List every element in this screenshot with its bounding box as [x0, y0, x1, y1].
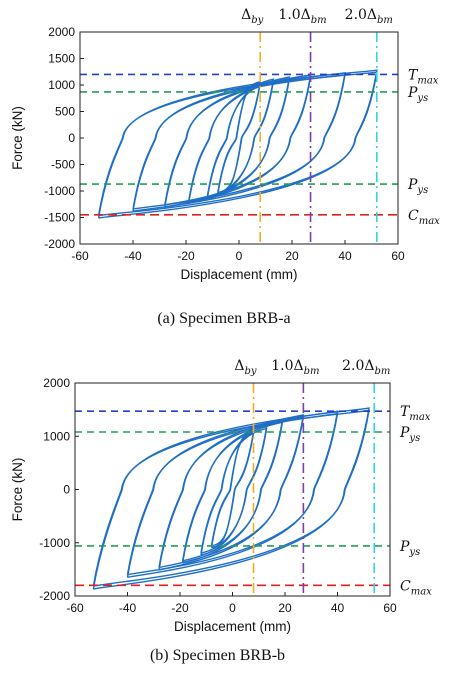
y-tick-label: 1000: [48, 78, 75, 92]
y-tick-label: -1000: [39, 536, 70, 550]
hysteresis-cycle: [158, 416, 305, 569]
y-tick-label: 2000: [48, 25, 75, 39]
ref-label: Cmax: [408, 208, 440, 227]
x-tick-label: -40: [124, 249, 142, 263]
ref-label: 1.0Δbm: [271, 358, 319, 377]
axis-ticks: -60 -40 -20 0 20 40 60 2000 1500 1000 500 0 -500 -100…: [44, 25, 405, 263]
ref-label: Pys: [399, 425, 420, 444]
ref-label: 1.0Δbm: [278, 7, 326, 26]
y-tick-label: 1000: [43, 429, 70, 443]
ref-label: 2.0Δbm: [342, 358, 390, 377]
reference-lines: [80, 32, 398, 244]
x-tick-label: -20: [177, 249, 195, 263]
y-tick-label: -1500: [44, 211, 75, 225]
ref-label: 2.0Δbm: [345, 7, 393, 26]
y-tick-label: -2000: [44, 237, 75, 251]
chart-brb-b: -60 -40 -20 0 20 40 60 2000 1000 0 -1000 -2000 Tmax…: [10, 358, 432, 664]
ref-label: Tmax: [400, 404, 431, 423]
x-tick-label: -20: [171, 601, 189, 615]
hysteresis-cycle: [187, 78, 291, 202]
y-axis-label: Force (kN): [10, 106, 25, 170]
y-tick-label: -2000: [39, 589, 70, 603]
hysteresis-cycle: [206, 80, 275, 198]
y-tick-label: 0: [68, 131, 75, 145]
ref-line-labels: Tmax Pys Pys Cmax Δby 1.0Δbm 2.0Δbm: [234, 358, 432, 597]
x-tick-label: 60: [383, 601, 397, 615]
ref-label: Δby: [241, 7, 264, 26]
hysteresis-cycle: [132, 71, 346, 212]
y-tick-label: -500: [51, 158, 75, 172]
x-tick-label: -40: [119, 601, 137, 615]
y-tick-label: 2000: [43, 376, 70, 390]
x-tick-label: 40: [338, 249, 352, 263]
y-axis-label: Force (kN): [10, 458, 25, 522]
chart-brb-a: -60 -40 -20 0 20 40 60 2000 1500 1000 500 0 -500 -100…: [10, 7, 440, 327]
x-tick-label: -60: [71, 249, 89, 263]
hysteresis-loops: [92, 407, 370, 590]
hysteresis-cycle: [206, 78, 275, 200]
ref-label: Δby: [234, 358, 257, 377]
figure-caption: (b) Specimen BRB-b: [150, 647, 285, 664]
ref-label: Tmax: [408, 67, 439, 86]
x-tick-label: 0: [236, 249, 243, 263]
y-tick-label: 500: [55, 105, 75, 119]
ref-label: Cmax: [400, 578, 432, 597]
y-tick-label: -1000: [44, 184, 75, 198]
x-axis-label: Displacement (mm): [180, 267, 297, 282]
x-tick-label: 40: [331, 601, 345, 615]
figure-caption: (a) Specimen BRB-a: [157, 310, 290, 327]
x-tick-label: 20: [278, 601, 292, 615]
x-tick-label: 20: [285, 249, 299, 263]
ref-label: Pys: [407, 85, 428, 104]
hysteresis-cycle: [126, 412, 339, 576]
axis-ticks: -60 -40 -20 0 20 40 60 2000 1000 0 -1000 -2000: [39, 376, 397, 615]
x-axis-label: Displacement (mm): [174, 619, 291, 634]
y-tick-label: 1500: [48, 52, 75, 66]
reference-lines: [75, 383, 390, 596]
x-tick-label: 60: [391, 249, 405, 263]
y-tick-label: 0: [63, 483, 70, 497]
hysteresis-cycle: [200, 427, 268, 554]
x-tick-label: -60: [66, 601, 84, 615]
ref-label: Pys: [399, 539, 420, 558]
ref-label: Pys: [407, 177, 428, 196]
x-tick-label: 0: [229, 601, 236, 615]
hysteresis-loops: [97, 69, 378, 219]
